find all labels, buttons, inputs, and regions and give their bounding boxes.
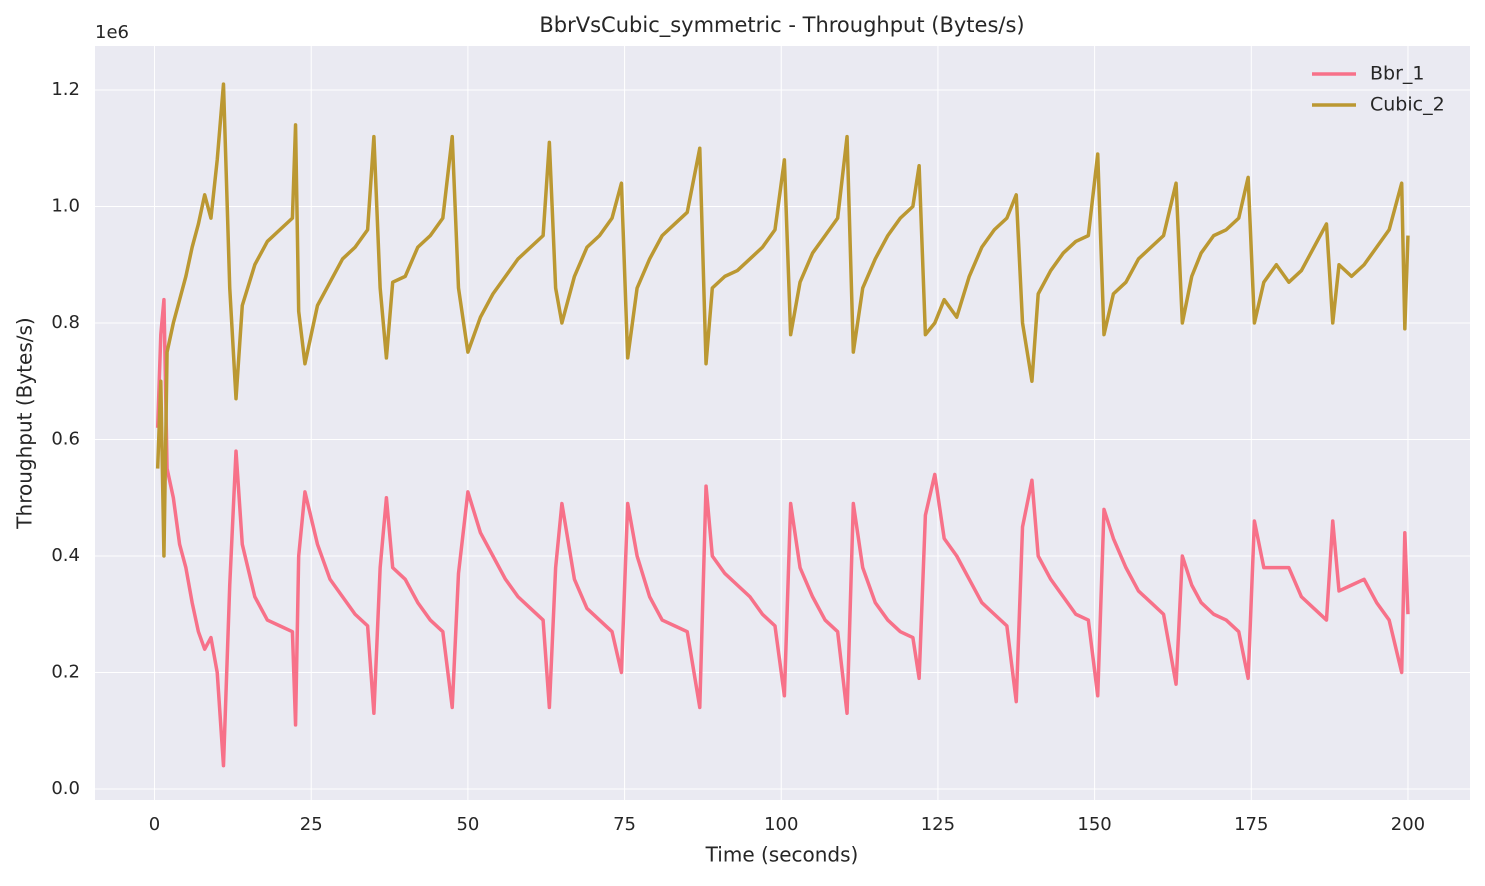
y-tick-label: 0.2 — [51, 661, 80, 682]
x-tick-label: 150 — [1077, 814, 1111, 835]
data-line — [155, 82, 1410, 558]
x-tick-label: 25 — [300, 814, 323, 835]
chart-title: BbrVsCubic_symmetric - Throughput (Bytes… — [539, 13, 1024, 38]
y-tick-label: 1.0 — [51, 195, 80, 216]
x-tick-label: 200 — [1391, 814, 1425, 835]
legend-label: Cubic_2 — [1370, 94, 1445, 116]
x-tick-label: 75 — [613, 814, 636, 835]
x-axis-label: Time (seconds) — [705, 843, 859, 867]
y-tick-label: 0.8 — [51, 312, 80, 333]
x-tick-label: 125 — [921, 814, 955, 835]
y-tick-label: 0.4 — [51, 545, 80, 566]
y-offset-label: 1e6 — [95, 22, 129, 43]
x-tick-label: 0 — [149, 814, 160, 835]
data-line — [155, 297, 1410, 768]
x-tick-label: 50 — [456, 814, 479, 835]
x-tick-label: 175 — [1234, 814, 1268, 835]
y-axis-label: Throughput (Bytes/s) — [13, 317, 37, 529]
x-tick-label: 100 — [764, 814, 798, 835]
y-tick-label: 0.0 — [51, 778, 80, 799]
y-tick-label: 0.6 — [51, 428, 80, 449]
y-tick-label: 1.2 — [51, 79, 80, 100]
legend-label: Bbr_1 — [1370, 63, 1425, 85]
